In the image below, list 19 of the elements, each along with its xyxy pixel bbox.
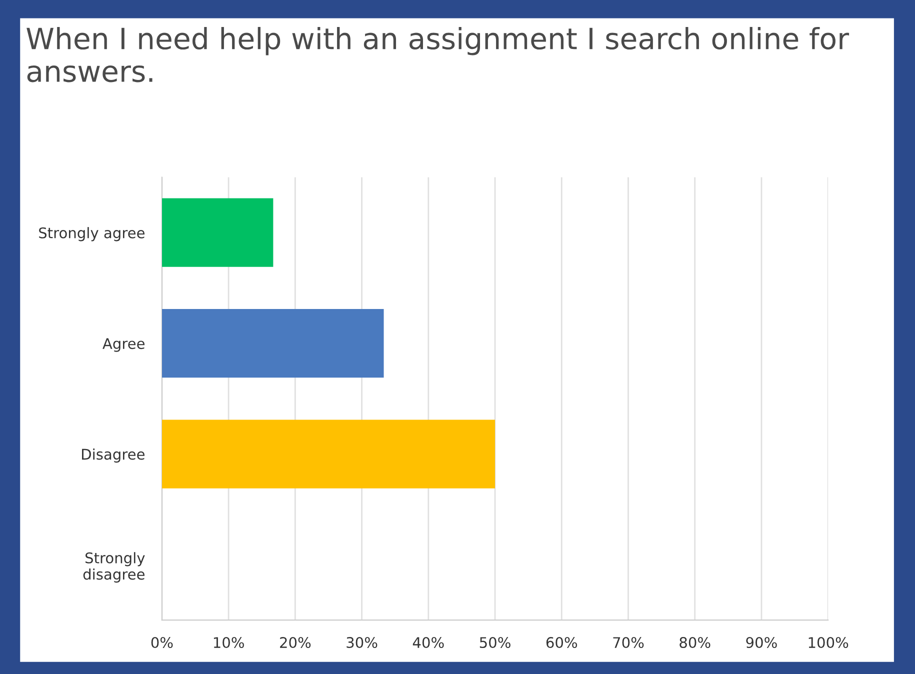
x-tick-label: 100% <box>808 637 848 648</box>
x-tick-label: 90% <box>746 637 777 648</box>
y-tick-label: Agree <box>102 338 145 352</box>
y-tick-label: Strongly agree <box>39 227 145 242</box>
x-tick-label: 30% <box>346 637 378 648</box>
x-tick-label: 80% <box>680 637 710 648</box>
y-tick-label: Disagree <box>82 448 145 463</box>
x-tick-label: 50% <box>480 637 510 648</box>
x-tick-label: 70% <box>613 637 644 648</box>
x-tick-label: 0% <box>151 637 173 648</box>
x-tick-label: 10% <box>214 637 244 648</box>
x-tick-label: 20% <box>280 637 311 648</box>
bar <box>162 198 274 267</box>
chart-title: When I need help with an assignment I search online for answers. <box>26 26 850 82</box>
x-tick-label: 60% <box>546 637 578 648</box>
x-tick-label: 40% <box>412 637 444 648</box>
bar <box>162 309 384 378</box>
y-tick-label: Strongly disagree <box>83 552 145 583</box>
bar <box>162 420 496 488</box>
